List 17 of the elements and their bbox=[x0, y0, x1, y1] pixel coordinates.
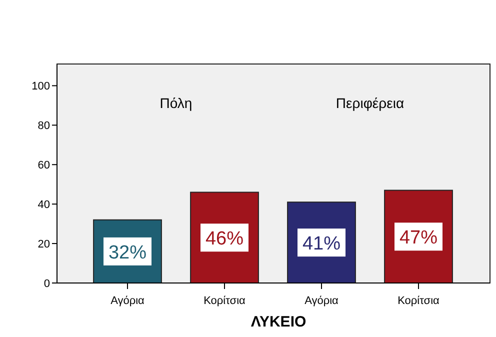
x-axis-title: ΛΥΚΕΙΟ bbox=[250, 313, 306, 330]
data-label: 47% bbox=[399, 227, 438, 248]
x-tick-label: Αγόρια bbox=[304, 294, 340, 307]
x-tick-label: Κορίτσια bbox=[398, 294, 440, 307]
y-tick-label: 0 bbox=[44, 278, 50, 290]
data-label: 41% bbox=[302, 233, 341, 254]
x-tick-label: Αγόρια bbox=[110, 294, 146, 307]
x-tick-label: Κορίτσια bbox=[204, 294, 246, 307]
annotation: Περιφέρεια bbox=[336, 94, 404, 111]
y-tick-label: 20 bbox=[38, 238, 50, 250]
annotation: Πόλη bbox=[160, 94, 192, 111]
y-tick-label: 60 bbox=[38, 159, 50, 172]
y-tick-label: 100 bbox=[32, 80, 50, 93]
data-label: 46% bbox=[205, 228, 244, 250]
data-label: 32% bbox=[108, 242, 147, 264]
y-tick-label: 80 bbox=[38, 120, 50, 132]
y-tick-label: 40 bbox=[38, 198, 50, 211]
